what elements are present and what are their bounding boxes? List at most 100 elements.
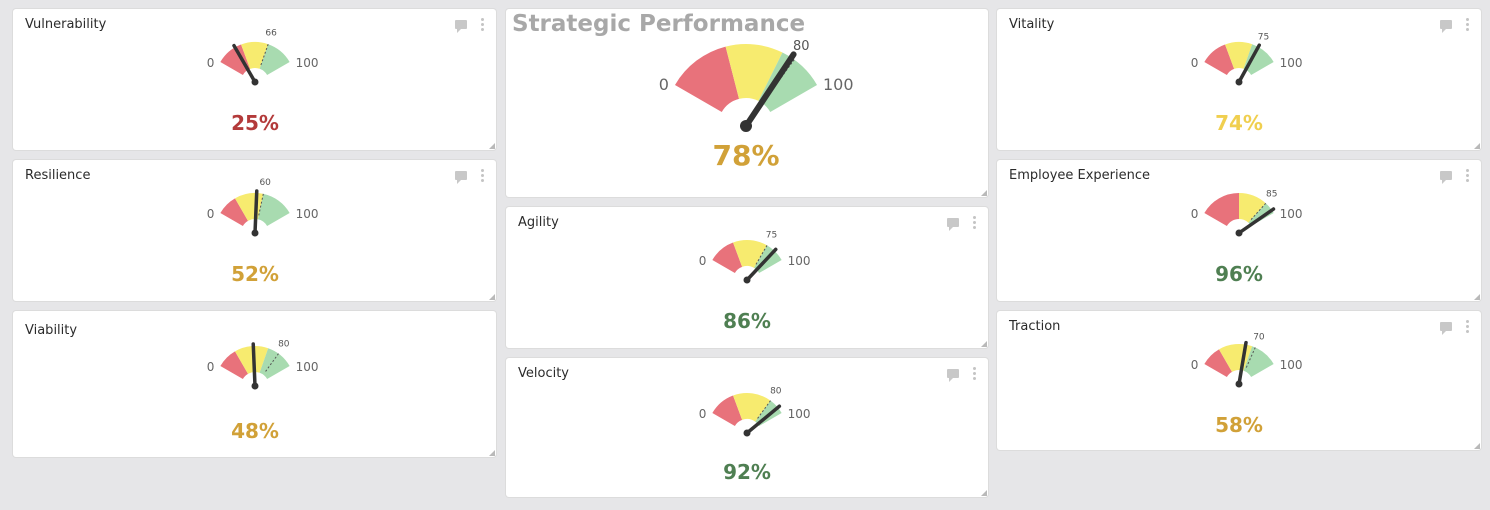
gauge-min-label: 0 (1191, 56, 1199, 70)
gauge-needle (1237, 207, 1276, 235)
gauge-target-label: 75 (1258, 33, 1269, 43)
gauge-needle-hub (1235, 380, 1243, 388)
gauge-needle (743, 51, 797, 129)
kebab-icon[interactable] (973, 216, 976, 229)
gauge-needle (253, 189, 259, 235)
resize-icon[interactable] (981, 190, 987, 196)
gauge-band-green (257, 193, 290, 226)
gauge-target-label: 80 (793, 39, 810, 54)
gauge-band-red (1204, 44, 1235, 75)
gauge-min-label: 0 (1191, 358, 1199, 372)
resize-icon[interactable] (1474, 143, 1480, 149)
gauge-value: 96% (1215, 262, 1263, 286)
gauge-band-red (1204, 193, 1239, 226)
kebab-icon[interactable] (481, 18, 484, 31)
gauge-value: 86% (723, 309, 771, 333)
gauge-band-red (712, 395, 743, 426)
gauge-band-red (674, 46, 740, 112)
gauge-target-label: 80 (770, 386, 782, 396)
gauge-band-yellow (733, 393, 771, 422)
kebab-icon[interactable] (481, 169, 484, 182)
gauge-band-yellow (733, 240, 767, 268)
comment-icon[interactable] (947, 218, 959, 231)
gauge-band-yellow (725, 44, 783, 101)
gauge-value: 52% (231, 262, 279, 286)
gauge-max-label: 100 (1280, 358, 1303, 372)
gauge-band-red (220, 44, 251, 75)
gauge-value: 92% (723, 460, 771, 484)
gauge-max-label: 100 (296, 207, 319, 221)
gauge-target-label: 85 (1266, 190, 1277, 200)
comment-icon[interactable] (1440, 171, 1452, 184)
gauge-band-yellow (1225, 41, 1253, 69)
gauge-target-label: 66 (265, 29, 277, 39)
gauge-max-label: 100 (296, 56, 319, 70)
resize-icon[interactable] (489, 294, 495, 300)
gauge-band-green (259, 348, 290, 379)
resize-icon[interactable] (489, 450, 495, 456)
gauge-vitality: 75 0 100 (1191, 33, 1303, 86)
card-title: Viability (25, 323, 78, 338)
gauge-max-label: 100 (788, 254, 811, 268)
gauge-max-label: 100 (823, 75, 854, 94)
gauge-card-vulnerability: Vulnerability 66 0 100 25% (13, 9, 496, 150)
resize-icon[interactable] (981, 341, 987, 347)
gauge-min-label: 0 (1191, 207, 1199, 221)
comment-icon[interactable] (1440, 20, 1452, 33)
gauge-needle-hub (740, 120, 752, 132)
card-title: Traction (1009, 319, 1061, 334)
gauge-needle-hub (1235, 78, 1243, 86)
gauge-strategic-performance: 80 0 100 (659, 39, 854, 132)
comment-icon[interactable] (455, 171, 467, 184)
gauge-band-red (220, 351, 248, 379)
gauge-needle-hub (251, 229, 259, 237)
gauge-band-green (1243, 44, 1274, 75)
gauge-target-label: 75 (766, 231, 777, 241)
gauge-band-red (712, 242, 743, 273)
gauge-card-agility: Agility 75 0 100 86% (506, 207, 988, 348)
resize-icon[interactable] (1474, 294, 1480, 300)
kebab-icon[interactable] (1466, 18, 1469, 31)
gauge-needle (1237, 340, 1248, 386)
gauge-needle (745, 404, 782, 435)
resize-icon[interactable] (981, 490, 987, 496)
resize-icon[interactable] (489, 143, 495, 149)
gauge-needle (232, 43, 257, 84)
kebab-icon[interactable] (1466, 320, 1469, 333)
gauge-needle (251, 342, 257, 388)
gauge-resilience: 60 0 100 (207, 178, 319, 237)
gauge-velocity: 80 0 100 (699, 386, 811, 437)
card-title: Employee Experience (1009, 168, 1151, 183)
gauge-card-velocity: Velocity 80 0 100 92% (506, 358, 988, 497)
gauge-max-label: 100 (1280, 56, 1303, 70)
gauge-card-viability: Viability 80 0 100 48% (13, 311, 496, 457)
gauge-value: 74% (1215, 111, 1263, 135)
gauge-value: 78% (712, 139, 780, 172)
gauge-target-label: 80 (278, 339, 290, 349)
kebab-icon[interactable] (973, 367, 976, 380)
gauge-band-red (220, 198, 248, 226)
gauge-needle-hub (743, 429, 751, 437)
gauge-viability: 80 0 100 (207, 339, 319, 390)
kebab-icon[interactable] (1466, 169, 1469, 182)
gauge-value: 58% (1215, 413, 1263, 437)
gauge-card-strategic-performance: Strategic Performance 80 0 100 78% (506, 9, 988, 197)
resize-icon[interactable] (1474, 443, 1480, 449)
gauge-band-green (1243, 346, 1274, 377)
comment-icon[interactable] (947, 369, 959, 382)
card-title: Velocity (518, 366, 569, 381)
gauge-min-label: 0 (207, 360, 215, 374)
gauge-band-yellow (241, 41, 269, 69)
gauge-band-yellow (235, 346, 269, 374)
gauge-needle-hub (251, 78, 259, 86)
comment-icon[interactable] (1440, 322, 1452, 335)
gauge-card-traction: Traction 70 0 100 58% (997, 311, 1481, 450)
comment-icon[interactable] (455, 20, 467, 33)
gauge-max-label: 100 (788, 407, 811, 421)
gauge-band-yellow (1239, 193, 1266, 223)
gauge-max-label: 100 (296, 360, 319, 374)
gauge-needle-hub (743, 276, 751, 284)
gauge-min-label: 0 (699, 254, 707, 268)
gauge-min-label: 0 (207, 207, 215, 221)
gauge-needle-hub (251, 382, 259, 390)
